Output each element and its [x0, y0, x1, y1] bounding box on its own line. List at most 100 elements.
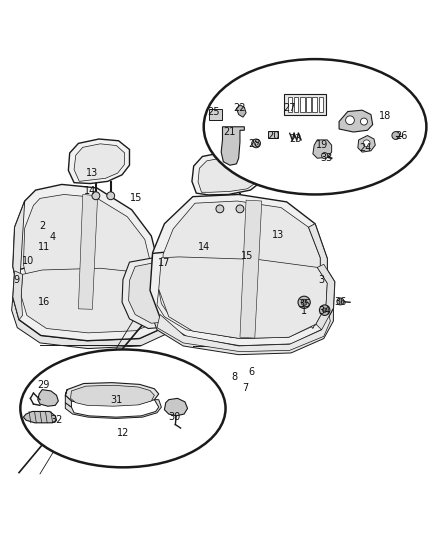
- Polygon shape: [12, 297, 173, 349]
- Circle shape: [92, 192, 100, 200]
- Polygon shape: [240, 200, 262, 338]
- Polygon shape: [38, 390, 58, 406]
- Bar: [294, 97, 298, 112]
- Polygon shape: [159, 257, 327, 338]
- Text: 10: 10: [21, 256, 34, 266]
- Text: 15: 15: [130, 192, 142, 203]
- Circle shape: [392, 132, 400, 140]
- Text: 34: 34: [318, 306, 331, 316]
- Bar: [268, 131, 278, 138]
- Circle shape: [346, 116, 354, 125]
- Polygon shape: [13, 271, 22, 320]
- Circle shape: [236, 205, 244, 213]
- Ellipse shape: [204, 59, 426, 195]
- Text: 23: 23: [289, 134, 302, 143]
- Text: 14: 14: [84, 187, 96, 196]
- Circle shape: [360, 118, 367, 125]
- Text: 16: 16: [38, 297, 50, 308]
- Bar: [318, 97, 323, 112]
- Circle shape: [252, 139, 261, 148]
- Text: 15: 15: [241, 252, 254, 262]
- Polygon shape: [23, 195, 152, 309]
- Text: 28: 28: [249, 139, 261, 149]
- Polygon shape: [21, 268, 169, 333]
- Polygon shape: [316, 264, 335, 330]
- Text: 9: 9: [13, 276, 19, 286]
- Text: 27: 27: [283, 103, 296, 114]
- Text: 1: 1: [301, 306, 307, 316]
- Text: 19: 19: [315, 140, 328, 150]
- Text: 24: 24: [359, 143, 371, 153]
- Polygon shape: [65, 390, 71, 407]
- Polygon shape: [71, 385, 154, 406]
- Polygon shape: [157, 289, 327, 338]
- Polygon shape: [339, 110, 373, 132]
- Polygon shape: [78, 195, 98, 309]
- Text: 36: 36: [334, 297, 346, 308]
- Text: 31: 31: [110, 394, 123, 405]
- Circle shape: [298, 296, 310, 309]
- Circle shape: [107, 192, 115, 200]
- Polygon shape: [65, 383, 159, 405]
- Circle shape: [322, 308, 327, 312]
- Polygon shape: [148, 290, 333, 354]
- Polygon shape: [13, 262, 177, 341]
- Polygon shape: [164, 398, 187, 416]
- Polygon shape: [74, 144, 125, 181]
- Polygon shape: [23, 411, 57, 423]
- Text: 14: 14: [198, 242, 210, 252]
- Text: 32: 32: [50, 415, 63, 425]
- Circle shape: [321, 152, 328, 159]
- Bar: [288, 97, 292, 112]
- Polygon shape: [237, 105, 246, 117]
- Polygon shape: [192, 152, 266, 195]
- Text: 21: 21: [224, 127, 236, 137]
- Polygon shape: [65, 400, 161, 418]
- Text: 29: 29: [37, 380, 49, 390]
- Bar: [209, 109, 222, 120]
- Polygon shape: [221, 127, 244, 165]
- Text: 3: 3: [318, 276, 325, 286]
- Polygon shape: [122, 258, 182, 328]
- Polygon shape: [68, 139, 130, 183]
- Polygon shape: [198, 157, 261, 192]
- Bar: [284, 94, 326, 115]
- Polygon shape: [13, 184, 160, 319]
- Text: 35: 35: [298, 298, 311, 309]
- Text: 18: 18: [379, 111, 391, 121]
- Text: 22: 22: [234, 103, 246, 114]
- Circle shape: [337, 298, 344, 305]
- Circle shape: [301, 299, 307, 305]
- Text: 26: 26: [396, 131, 408, 141]
- Text: 6: 6: [249, 367, 255, 377]
- Circle shape: [254, 142, 258, 145]
- Text: 4: 4: [50, 232, 56, 242]
- Text: 20: 20: [267, 131, 280, 141]
- Text: 12: 12: [117, 429, 129, 438]
- Text: 2: 2: [39, 221, 45, 231]
- Polygon shape: [162, 201, 320, 337]
- Text: 25: 25: [208, 107, 220, 117]
- Circle shape: [319, 305, 330, 316]
- Polygon shape: [157, 308, 330, 352]
- Bar: [306, 97, 311, 112]
- Circle shape: [216, 205, 224, 213]
- Text: 17: 17: [158, 258, 171, 268]
- Text: 30: 30: [168, 412, 180, 422]
- Polygon shape: [129, 263, 179, 323]
- Circle shape: [363, 140, 370, 147]
- Text: 13: 13: [86, 168, 99, 178]
- Ellipse shape: [20, 350, 226, 467]
- Text: 7: 7: [242, 383, 248, 393]
- Text: 11: 11: [38, 242, 50, 252]
- Bar: [300, 97, 304, 112]
- Text: 13: 13: [272, 230, 284, 240]
- Bar: [312, 97, 317, 112]
- Polygon shape: [358, 135, 375, 152]
- Text: 33: 33: [320, 153, 332, 163]
- Polygon shape: [150, 251, 335, 346]
- Polygon shape: [13, 201, 25, 295]
- Polygon shape: [151, 195, 327, 346]
- Polygon shape: [313, 140, 332, 158]
- Text: 8: 8: [231, 372, 237, 382]
